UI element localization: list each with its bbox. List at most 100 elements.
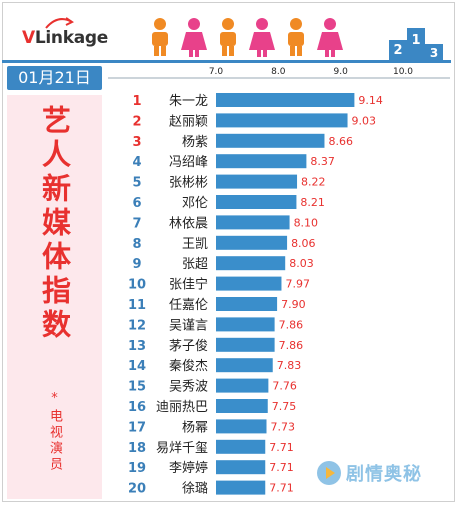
- artist-name: 张彬彬: [169, 176, 208, 191]
- x-tick-label: 9.0: [334, 67, 349, 77]
- value-label: 7.90: [281, 298, 306, 311]
- value-label: 8.10: [294, 216, 319, 229]
- rank-label: 14: [128, 359, 146, 374]
- artist-name: 徐璐: [182, 482, 208, 497]
- value-label: 7.75: [272, 400, 297, 413]
- artist-name: 杨紫: [182, 135, 208, 150]
- value-label: 8.37: [310, 155, 335, 168]
- bar: [216, 113, 348, 128]
- rank-label: 9: [132, 257, 141, 272]
- artist-name: 冯绍峰: [169, 155, 208, 170]
- artist-name: 迪丽热巴: [156, 400, 208, 415]
- bar-row: 6 邓伦 8.21: [132, 195, 325, 211]
- artist-name: 赵丽颖: [169, 114, 208, 129]
- bar-row: 20 徐璐 7.71: [128, 480, 294, 497]
- artist-name: 王凯: [182, 237, 208, 252]
- watermark-play-icon: [317, 461, 341, 485]
- rank-label: 20: [128, 482, 146, 497]
- bar-row: 3 杨紫 8.66: [132, 133, 353, 150]
- artist-name: 林依晨: [169, 216, 208, 231]
- value-label: 7.73: [271, 420, 296, 433]
- bar: [216, 174, 298, 189]
- artist-name: 李婷婷: [169, 460, 208, 476]
- logo-arc-icon: [45, 17, 74, 29]
- bar: [216, 419, 267, 434]
- value-label: 7.86: [279, 339, 304, 352]
- artist-name: 朱一龙: [169, 94, 208, 109]
- bar: [216, 460, 266, 475]
- bar-row: 19 李婷婷 7.71: [128, 460, 294, 476]
- bar: [216, 297, 278, 311]
- bar: [216, 235, 288, 250]
- bar-row: 1 朱一龙 9.14: [132, 93, 383, 109]
- podium-icon: 2 1 3: [389, 28, 443, 60]
- bar-row: 5 张彬彬 8.22: [132, 174, 326, 191]
- value-label: 7.71: [269, 482, 294, 495]
- bar: [216, 337, 275, 352]
- bar-row: 14 秦俊杰 7.83: [128, 358, 301, 374]
- rank-label: 11: [128, 298, 146, 313]
- bar-row: 11 任嘉伦 7.90: [128, 297, 306, 313]
- svg-text:2: 2: [393, 43, 402, 58]
- artist-name: 张超: [182, 257, 208, 272]
- bar-row: 15 吴秀波 7.76: [128, 378, 297, 395]
- x-tick-label: 7.0: [209, 67, 224, 77]
- value-label: 7.71: [269, 441, 294, 454]
- vlinkage-logo: VLinkage: [22, 28, 108, 48]
- bar: [216, 195, 297, 209]
- value-label: 8.03: [289, 257, 314, 270]
- bar: [216, 93, 355, 107]
- logo-v: V: [22, 28, 35, 48]
- bar-row: 2 赵丽颖 9.03: [132, 113, 376, 129]
- side-subtitle: *电视演员: [47, 391, 62, 473]
- bar: [216, 154, 307, 169]
- value-label: 8.21: [300, 196, 325, 209]
- bar-row: 12 吴谨言 7.86: [128, 317, 303, 333]
- svg-text:3: 3: [430, 46, 438, 60]
- rank-label: 5: [132, 176, 141, 191]
- people-icons: [152, 18, 343, 57]
- watermark-text: 剧情奥秘: [346, 464, 422, 485]
- value-label: 7.86: [279, 318, 304, 331]
- rank-label: 19: [128, 461, 146, 476]
- rank-label: 2: [132, 114, 141, 129]
- artist-name: 张佳宁: [169, 277, 208, 293]
- person-icon-3: [220, 18, 236, 56]
- artist-name: 邓伦: [182, 196, 208, 211]
- value-label: 9.14: [358, 94, 383, 107]
- x-axis-ticks: 7.0 8.0 9.0 10.0: [209, 67, 413, 77]
- rank-label: 13: [128, 339, 146, 354]
- bar: [216, 133, 325, 148]
- artist-name: 吴秀波: [169, 380, 208, 395]
- value-label: 7.71: [269, 461, 294, 474]
- bar-row: 4 冯绍峰 8.37: [132, 154, 335, 170]
- x-tick-label: 8.0: [271, 67, 286, 77]
- rank-label: 15: [128, 380, 146, 395]
- person-icon-4: [249, 18, 275, 57]
- bar-row: 8 王凯 8.06: [132, 235, 316, 252]
- artist-name: 杨幂: [182, 420, 208, 435]
- value-label: 8.22: [301, 176, 326, 189]
- x-tick-label: 10.0: [393, 67, 413, 77]
- bar: [216, 276, 282, 291]
- rank-label: 6: [132, 196, 141, 211]
- value-label: 8.66: [328, 135, 353, 148]
- bar: [216, 439, 266, 454]
- person-icon-1: [152, 18, 168, 56]
- rank-label: 18: [128, 441, 146, 456]
- artist-name: 易烊千玺: [156, 441, 208, 456]
- value-label: 7.83: [277, 359, 302, 372]
- rank-label: 8: [132, 237, 141, 252]
- bar: [216, 215, 290, 230]
- bar-row: 17 杨幂 7.73: [128, 419, 295, 435]
- watermark: 剧情奥秘: [316, 458, 422, 488]
- bar-row: 10 张佳宁 7.97: [128, 276, 310, 293]
- rank-label: 12: [128, 318, 146, 333]
- logo-rest: Linkage: [34, 28, 108, 48]
- bar: [216, 399, 268, 413]
- rank-label: 17: [128, 420, 146, 435]
- bar-row: 7 林依晨 8.10: [132, 215, 318, 231]
- artist-name: 吴谨言: [169, 318, 208, 333]
- bar: [216, 256, 286, 271]
- rank-label: 10: [128, 278, 146, 293]
